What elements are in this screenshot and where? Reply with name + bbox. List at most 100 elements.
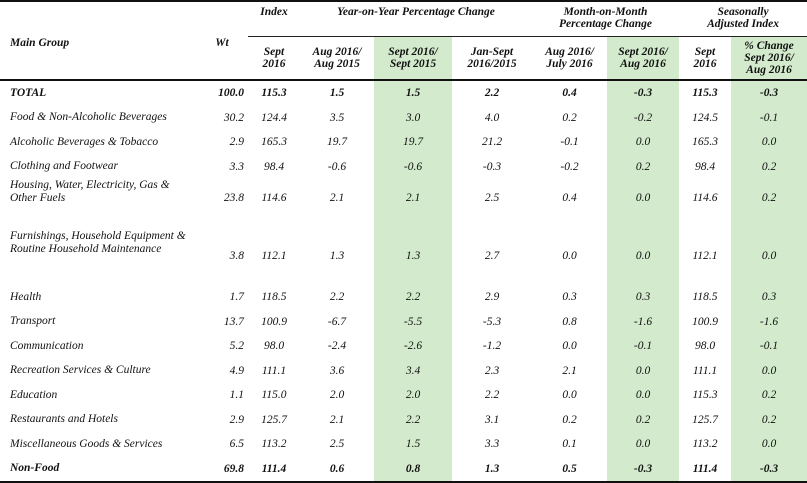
cell-mom-aug: 0.2 [562,413,577,426]
header-index-sept: Sept 2016 [262,46,286,70]
cell-yoy-aug: 2.1 [329,192,345,204]
cell-yoy-jan: 4.0 [484,111,500,124]
cell-yoy-aug: 1.3 [329,249,345,262]
cell-sa-chg: -1.6 [731,309,807,334]
cell-sa: 100.9 [692,315,718,328]
cell-sa-chg: 0.2 [731,383,807,408]
cell-yoy-jan: 2.2 [452,79,533,106]
cell-wt: 4.9 [229,364,244,377]
cell-sa: 165.3 [692,136,718,149]
cell-idx: 124.4 [261,111,287,124]
cell-mom-sept: -1.6 [607,309,680,334]
header-yoy: Year-on-Year Percentage Change [300,0,533,37]
cell-sa-chg: -0.3 [731,79,807,106]
cell-sa-chg: 0.0 [731,432,807,457]
cell-yoy-sept: 2.2 [374,285,452,310]
cell-wt: 6.5 [229,438,244,451]
cell-name: Furnishings, Household Equipment & Routi… [10,230,186,255]
cell-yoy-jan: 3.1 [484,413,500,426]
cell-yoy-aug: -2.4 [327,340,347,353]
cell-sa-chg: -0.1 [731,334,807,359]
cell-mom-sept: 0.3 [607,285,680,310]
cell-wt: 2.9 [229,136,244,149]
cell-wt: 3.3 [229,160,244,173]
cell-wt: 30.2 [223,111,244,124]
cell-yoy-jan: 2.7 [484,249,500,262]
cell-mom-aug: 0.4 [532,79,608,106]
cell-mom-sept: 0.2 [607,154,680,179]
table-row: Recreation Services & Culture 4.9 111.1 3.6… [0,358,807,383]
cell-mom-aug: 0.5 [532,456,608,483]
header-sa-change: % Change Sept 2016/ Aug 2016 [731,36,807,80]
cell-yoy-jan: -1.2 [482,340,502,353]
cell-idx: 115.0 [261,389,287,402]
cell-yoy-aug: 3.6 [329,364,345,377]
table-row: Clothing and Footwear 3.3 98.4 -0.6 -0.6 -0.3… [0,154,807,179]
header-sa-sept: Sept 2016 [693,46,717,70]
header-mom: Month-on-Month Percentage Change [532,0,680,37]
cell-name: Health [10,290,42,303]
cell-mom-aug: -0.2 [560,160,579,173]
table-row: Non-Food 69.8 111.4 0.6 0.8 1.3 0.5 -0.3 111.4 -0… [0,456,807,483]
cell-mom-aug: 0.1 [562,438,577,451]
cell-sa-chg: 0.0 [731,358,807,383]
header-index: Index [248,0,300,37]
cell-wt: 1.1 [229,389,244,402]
table-row: Transport 13.7 100.9 -6.7 -5.5 -5.3 0.8 -1.6 100… [0,309,807,334]
cell-name: Transport [10,315,56,328]
cell-sa-chg: -0.1 [731,105,807,130]
cell-idx: 111.4 [248,456,300,483]
cell-sa: 118.5 [692,291,718,304]
cell-wt: 2.9 [229,413,244,426]
cell-sa: 113.2 [692,438,718,451]
cell-idx: 112.1 [261,249,287,262]
cell-mom-aug: 0.0 [562,249,577,262]
cell-name: Miscellaneous Goods & Services [10,437,163,450]
cell-sa: 112.1 [692,249,718,262]
cell-sa: 114.6 [692,192,718,204]
cell-yoy-sept: 0.8 [374,456,452,483]
cell-yoy-jan: 2.9 [484,291,500,304]
cell-sa-chg: -0.3 [731,456,807,483]
cell-yoy-sept: 2.2 [374,407,452,432]
cell-sa: 98.4 [694,160,716,173]
cell-idx: 100.9 [261,315,287,328]
cell-idx: 113.2 [261,438,287,451]
cell-mom-aug: 0.0 [562,389,577,402]
cell-idx: 98.4 [263,160,285,173]
cell-mom-aug: 0.2 [562,111,577,124]
header-yoy-jan: Jan-Sept 2016/2015 [467,46,517,70]
cell-yoy-sept: 1.5 [374,79,452,106]
cell-mom-sept: -0.3 [607,79,680,106]
cell-idx: 115.3 [248,79,300,106]
cell-mom-aug: 2.1 [562,364,577,377]
header-mom-sept: Sept 2016/ Aug 2016 [607,36,680,80]
cell-name: Communication [10,339,84,352]
cell-yoy-jan: 21.2 [481,136,503,149]
cell-yoy-sept: 2.1 [374,179,452,226]
cell-sa-chg: 0.2 [731,407,807,432]
cell-wt: 69.8 [196,456,248,483]
table-row: Health 1.7 118.5 2.2 2.2 2.9 0.3 0.3 118.5 0.3 [0,285,807,310]
cell-wt: 100.0 [196,79,248,106]
table-row: Miscellaneous Goods & Services 6.5 113.2 2.… [0,432,807,457]
cell-sa: 98.0 [694,340,716,353]
cell-sa-chg: 0.2 [731,154,807,179]
cell-yoy-aug: -0.6 [327,160,347,173]
header-main-group: Main Group [0,0,196,80]
cell-yoy-jan: 2.2 [484,389,500,402]
cell-yoy-aug: 2.5 [329,438,345,451]
cell-yoy-jan: 2.3 [484,364,500,377]
cell-mom-sept: 0.0 [607,130,680,155]
cell-yoy-sept: -2.6 [374,334,452,359]
header-sa: Seasonally Adjusted Index [679,0,807,37]
cell-yoy-jan: 1.3 [452,456,533,483]
cell-sa: 115.3 [692,389,718,402]
header-mom-aug: Aug 2016/ July 2016 [545,46,594,70]
cell-yoy-jan: -5.3 [482,315,502,328]
cell-sa: 124.5 [692,111,718,124]
cell-yoy-aug: 1.5 [300,79,374,106]
cell-name: TOTAL [0,79,196,106]
